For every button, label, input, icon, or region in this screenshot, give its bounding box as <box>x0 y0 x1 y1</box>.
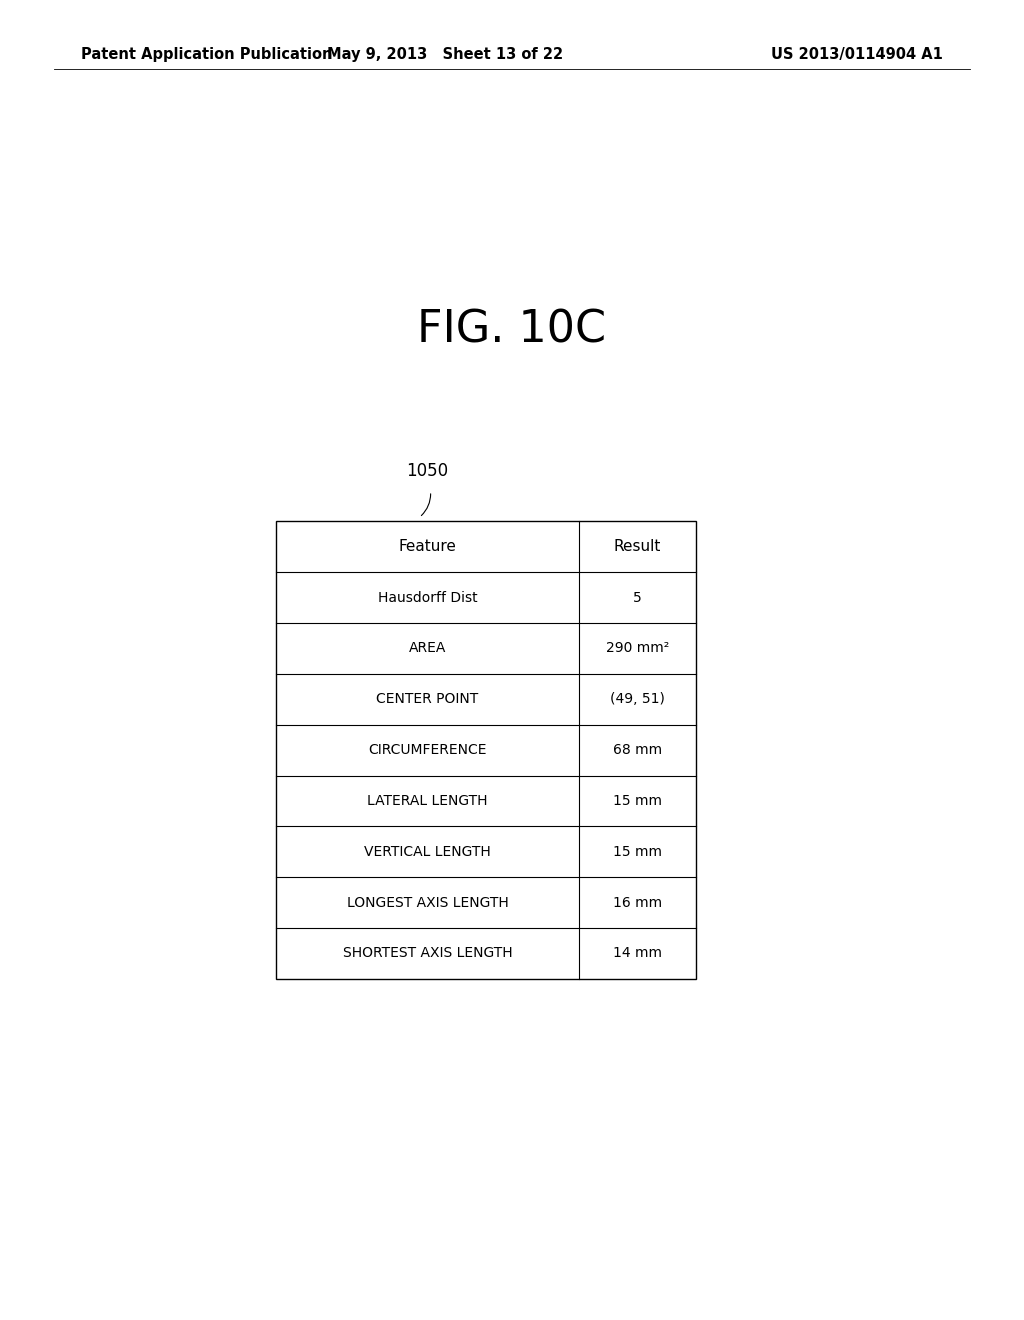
Text: VERTICAL LENGTH: VERTICAL LENGTH <box>365 845 490 859</box>
Text: 15 mm: 15 mm <box>613 793 662 808</box>
Text: Hausdorff Dist: Hausdorff Dist <box>378 590 477 605</box>
Bar <box>276 521 696 979</box>
Text: 14 mm: 14 mm <box>613 946 662 961</box>
Text: 68 mm: 68 mm <box>613 743 662 758</box>
Text: (49, 51): (49, 51) <box>610 692 665 706</box>
Text: LONGEST AXIS LENGTH: LONGEST AXIS LENGTH <box>347 895 508 909</box>
Text: 5: 5 <box>633 590 642 605</box>
Text: US 2013/0114904 A1: US 2013/0114904 A1 <box>771 46 943 62</box>
Text: FIG. 10C: FIG. 10C <box>418 309 606 351</box>
Text: May 9, 2013   Sheet 13 of 22: May 9, 2013 Sheet 13 of 22 <box>328 46 563 62</box>
Text: SHORTEST AXIS LENGTH: SHORTEST AXIS LENGTH <box>343 946 512 961</box>
Text: LATERAL LENGTH: LATERAL LENGTH <box>368 793 487 808</box>
Text: 1050: 1050 <box>407 462 449 480</box>
Text: Feature: Feature <box>398 540 457 554</box>
Text: CIRCUMFERENCE: CIRCUMFERENCE <box>369 743 486 758</box>
Text: 16 mm: 16 mm <box>613 895 662 909</box>
Text: 290 mm²: 290 mm² <box>606 642 669 656</box>
Text: Patent Application Publication: Patent Application Publication <box>81 46 333 62</box>
Text: 15 mm: 15 mm <box>613 845 662 859</box>
Text: Result: Result <box>613 540 662 554</box>
Text: CENTER POINT: CENTER POINT <box>377 692 478 706</box>
Text: AREA: AREA <box>409 642 446 656</box>
